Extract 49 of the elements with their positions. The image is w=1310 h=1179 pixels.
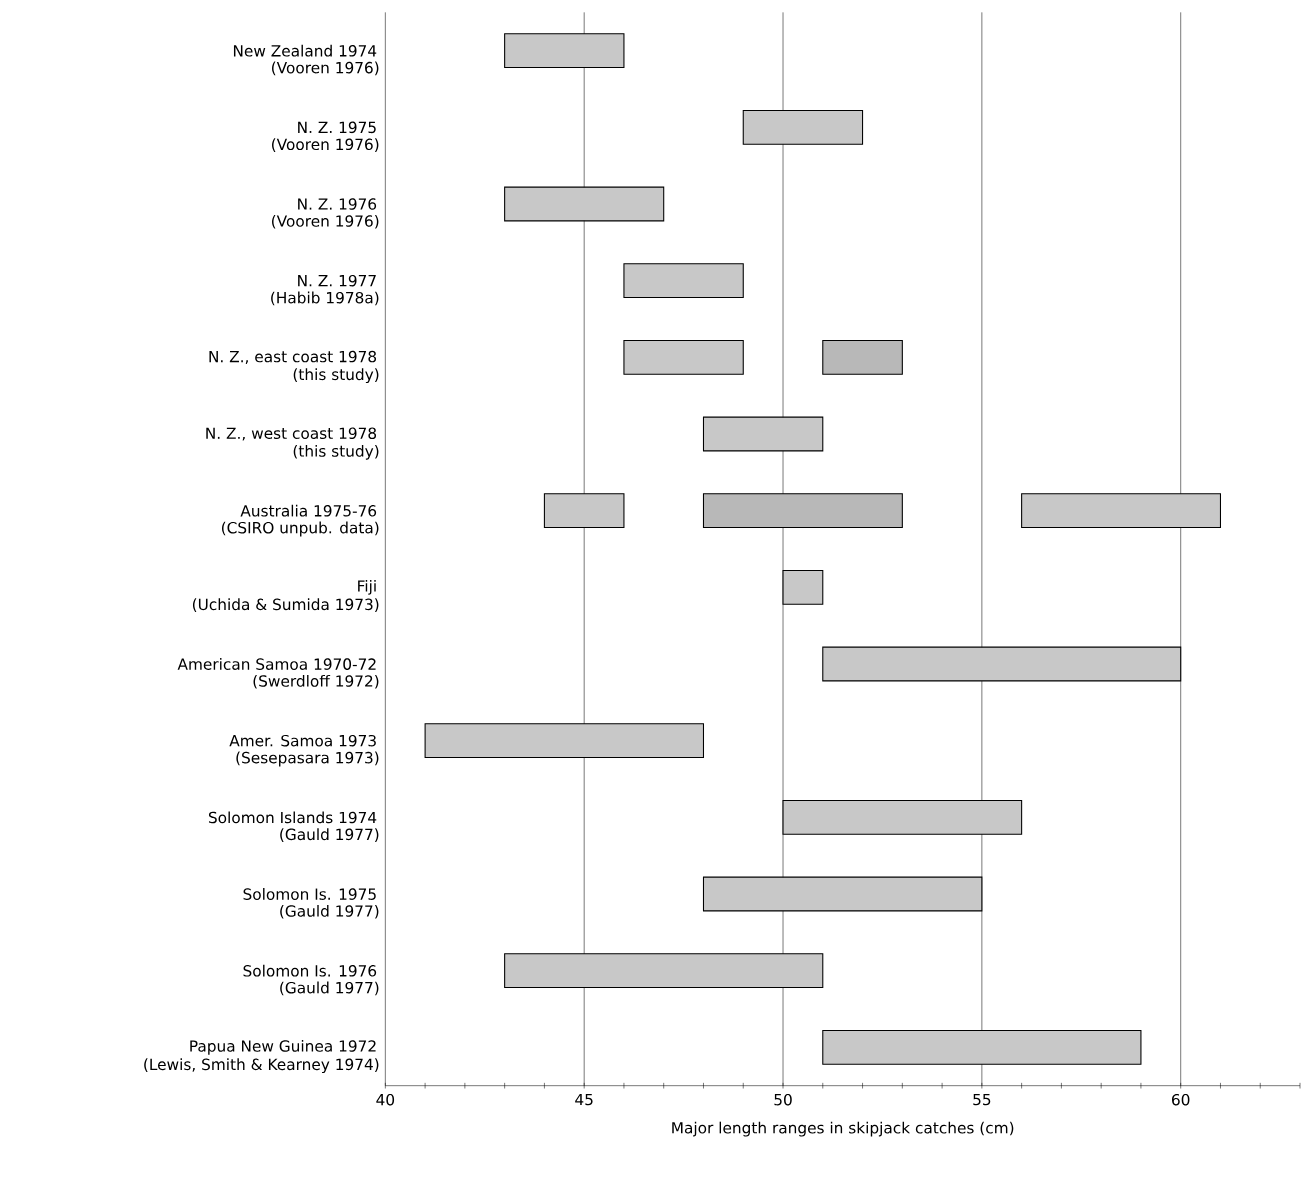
text: (Uchida & Sumida 1973) (192, 598, 379, 612)
x-tick-label: 50 (774, 1093, 792, 1106)
bar (504, 186, 665, 222)
y-tick-label: N. Z., west coast 1978 (206, 427, 377, 441)
y-tick-label: Papua New Guinea 1972 (190, 1039, 376, 1055)
bar (504, 953, 824, 989)
y-tick-label: Australia 1975-76 (240, 504, 377, 517)
bar (822, 1029, 1142, 1065)
y-tick-label: American Samoa 1970-72 (177, 658, 376, 670)
y-tick-label: Solomon Islands 1974 (208, 811, 377, 824)
text: (Vooren 1976) (272, 214, 379, 229)
y-tick-label: N. Z. 1976 (298, 198, 377, 210)
y-tick-label: Solomon Is. 1976 (243, 964, 377, 977)
bar (504, 33, 625, 69)
y-tick-label: N. Z. 1975 (298, 121, 376, 134)
bar (543, 493, 625, 529)
text: (Gauld 1977) (280, 981, 379, 996)
y-tick-label: New Zealand 1974 (233, 44, 377, 57)
text: (Vooren 1976) (272, 61, 379, 76)
text: (Vooren 1976) (272, 138, 379, 152)
bar (742, 109, 864, 145)
text: (this study) (293, 444, 379, 460)
bar (782, 799, 1023, 835)
bar (782, 569, 824, 605)
bar (702, 493, 903, 529)
bar (822, 339, 903, 375)
text: (Lewis, Smith & Kearney 1974) (144, 1058, 379, 1074)
x-tick-label: 40 (376, 1093, 395, 1106)
y-tick-label: N. Z., east coast 1978 (209, 350, 377, 364)
text: (Sesepasara 1973) (236, 751, 379, 767)
bar (702, 416, 824, 452)
bar (623, 263, 744, 299)
x-axis-title: Major length ranges in skipjack catches (cm) (672, 1121, 1014, 1137)
x-tick-label: 55 (973, 1093, 991, 1106)
bar (702, 876, 983, 912)
x-tick-label: 45 (575, 1093, 593, 1106)
text: (Gauld 1977) (280, 828, 379, 842)
y-tick-label: Fiji (358, 579, 376, 595)
y-tick-label: Amer. Samoa 1973 (229, 734, 376, 747)
x-tick-label: 60 (1172, 1093, 1190, 1106)
y-tick-label: N. Z. 1977 (298, 274, 376, 287)
bar (623, 339, 744, 375)
y-tick-label: Solomon Is. 1975 (243, 888, 376, 900)
text: (this study) (293, 368, 379, 384)
text: (Swerdloff 1972) (253, 674, 379, 689)
text: (Gauld 1977) (280, 904, 379, 919)
text: (CSIRO unpub. data) (222, 521, 379, 537)
bar (424, 723, 705, 759)
text: (Habib 1978a) (271, 291, 379, 306)
